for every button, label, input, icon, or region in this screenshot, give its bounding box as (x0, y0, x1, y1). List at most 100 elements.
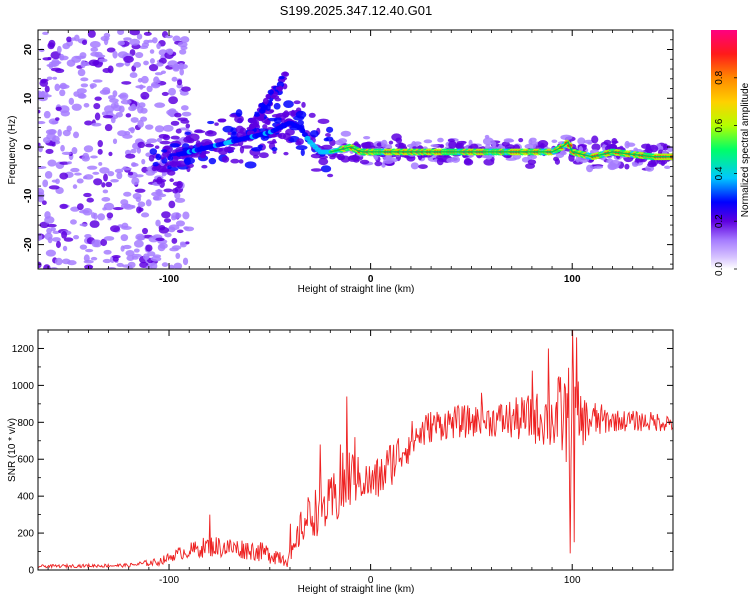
noise-blob (67, 161, 72, 165)
noise-blob (183, 226, 190, 230)
noise-blob (43, 94, 52, 98)
noise-blob (52, 230, 60, 234)
noise-blob (59, 82, 67, 90)
noise-blob (50, 227, 56, 232)
energy-blob (278, 75, 285, 80)
energy-blob (262, 124, 268, 130)
noise-blob (74, 172, 82, 176)
energy-blob (276, 81, 285, 88)
spectral-ridge (330, 141, 673, 158)
noise-blob (107, 171, 115, 177)
noise-blob (103, 236, 115, 241)
energy-blob (295, 110, 307, 119)
noise-blob (38, 48, 45, 53)
noise-blob (175, 252, 181, 260)
noise-blob (127, 171, 134, 176)
noise-blob (131, 162, 139, 167)
energy-blob (318, 158, 329, 166)
noise-blob (47, 236, 53, 244)
noise-blob (118, 105, 125, 113)
noise-blob (164, 232, 172, 238)
noise-blob (80, 77, 89, 82)
bottom-x-axis-label: Height of straight line (km) (298, 584, 415, 595)
noise-blob (42, 179, 49, 188)
x-tick-label: 100 (564, 575, 581, 586)
noise-blob (76, 88, 87, 94)
noise-blob (99, 167, 110, 174)
noise-blob (83, 259, 94, 264)
energy-blob (423, 139, 433, 144)
noise-blob (110, 225, 120, 233)
energy-blob (258, 152, 269, 159)
energy-blob (611, 138, 618, 145)
noise-blob (174, 191, 181, 200)
noise-blob (117, 30, 125, 35)
y-tick-label: 200 (17, 529, 34, 540)
x-tick-label: -100 (159, 274, 179, 285)
noise-blob (108, 151, 113, 157)
energy-blob (230, 158, 240, 164)
energy-blob (148, 154, 155, 162)
energy-blob (208, 157, 217, 165)
noise-blob (142, 227, 148, 235)
energy-blob (239, 145, 245, 154)
noise-blob (180, 36, 190, 44)
noise-blob (106, 212, 114, 219)
x-tick-label: 0 (368, 274, 374, 285)
energy-blob (503, 154, 512, 159)
noise-blob (171, 212, 182, 220)
energy-blob (295, 145, 308, 151)
noise-blob (47, 159, 57, 167)
energy-blob (277, 85, 283, 92)
noise-blob (120, 245, 125, 252)
energy-blob (380, 139, 388, 148)
noise-blob (146, 85, 153, 93)
energy-blob (154, 178, 167, 183)
noise-blob (52, 76, 58, 80)
noise-blob (168, 96, 179, 105)
noise-blob (120, 225, 132, 230)
noise-blob (63, 237, 74, 242)
noise-blob (45, 249, 56, 257)
energy-blob (199, 152, 206, 159)
noise-blob (94, 112, 101, 121)
noise-blob (50, 67, 62, 72)
energy-blob (448, 140, 457, 149)
bottom-y-axis-label: SNR (10 * v/v) (7, 418, 18, 482)
noise-blob (89, 41, 101, 48)
energy-blob (296, 138, 304, 146)
energy-blob (664, 165, 671, 170)
energy-blob (340, 130, 352, 137)
energy-blob (451, 156, 461, 163)
noise-blob (44, 171, 53, 179)
noise-blob (103, 37, 109, 46)
noise-blob (91, 239, 100, 248)
noise-blob (149, 58, 155, 64)
energy-blob (176, 180, 183, 189)
noise-blob (41, 200, 47, 206)
energy-blob (231, 143, 240, 147)
noise-blob (70, 167, 80, 173)
noise-blob (91, 122, 102, 127)
energy-blob (247, 118, 255, 123)
energy-blob (172, 155, 181, 160)
noise-blob (117, 40, 125, 46)
energy-blob (260, 106, 267, 112)
noise-blob (59, 203, 68, 210)
noise-blob (48, 39, 56, 48)
energy-blob (218, 118, 227, 122)
energy-blob (624, 140, 630, 149)
noise-blob (145, 170, 156, 176)
noise-blob (62, 43, 71, 50)
noise-blob (112, 255, 121, 259)
energy-blob (395, 137, 403, 144)
noise-blob (43, 264, 51, 269)
noise-blob (90, 155, 98, 159)
noise-blob (55, 178, 60, 185)
noise-blob (176, 229, 184, 234)
energy-blob (395, 142, 407, 148)
noise-blob (122, 244, 132, 250)
noise-blob (148, 64, 159, 72)
noise-blob (174, 112, 182, 118)
y-tick-label: 600 (17, 455, 34, 466)
